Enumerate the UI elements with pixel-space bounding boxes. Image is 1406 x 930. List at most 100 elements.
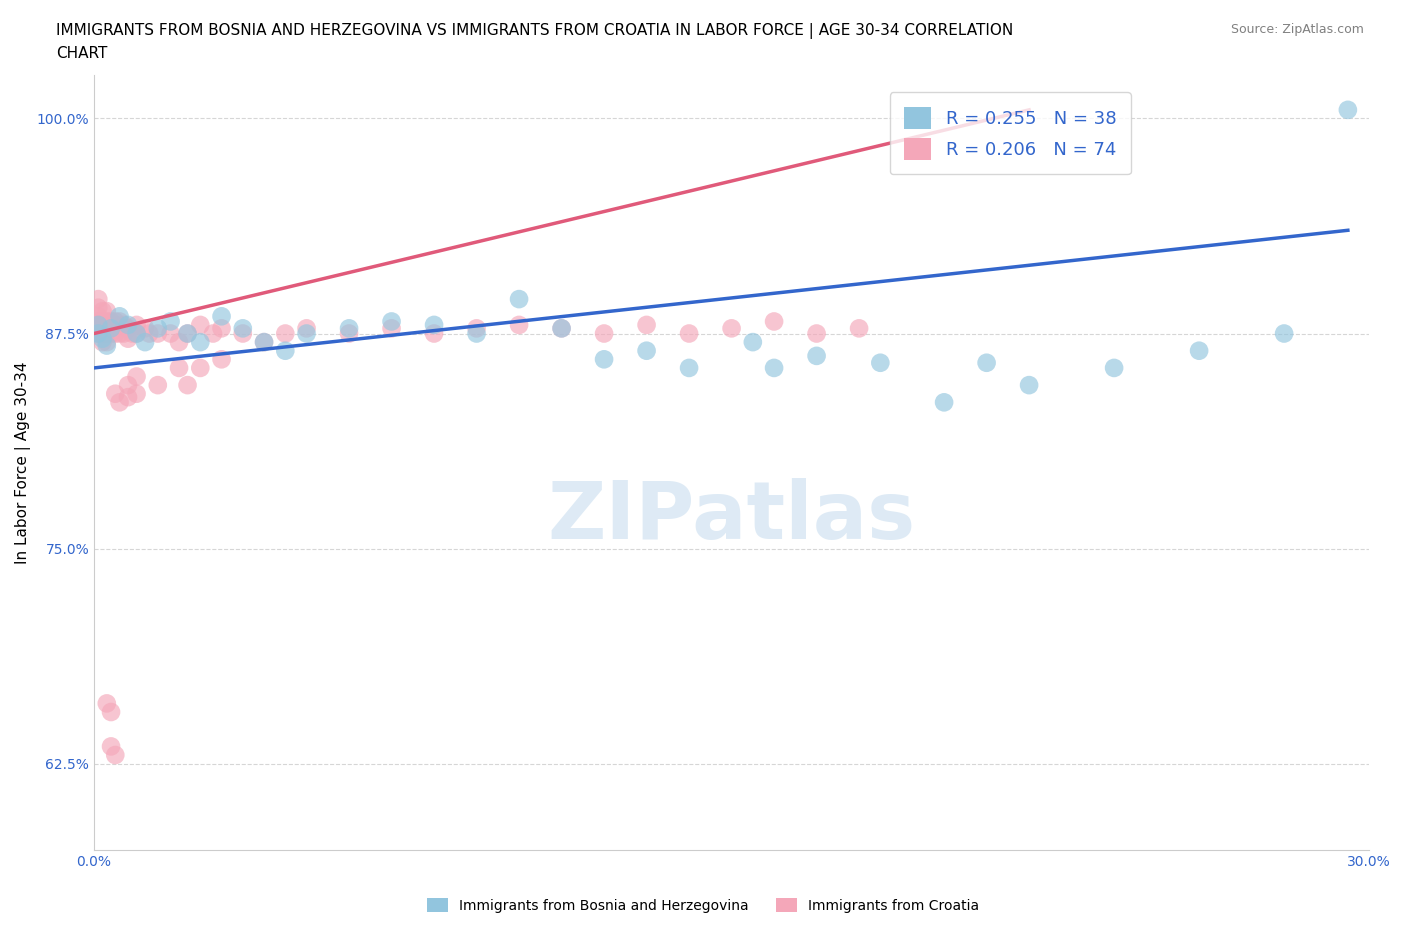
Point [125,386,148,401]
Point [146,321,169,336]
Point [593,352,616,366]
Point [636,343,658,358]
Point [91,326,114,341]
Point [117,317,139,332]
Point [87,317,110,332]
Point [932,395,955,410]
Point [188,361,211,376]
Point [465,326,488,341]
Point [134,335,156,350]
Point [125,369,148,384]
Point [188,335,211,350]
Point [159,326,181,341]
Point [508,317,530,332]
Point [96,326,118,341]
Point [112,317,135,332]
Point [146,378,169,392]
Point [380,321,402,336]
Point [763,361,786,376]
Point [100,321,122,336]
Point [806,326,828,341]
Point [678,361,700,376]
Point [848,321,870,336]
Point [176,326,198,341]
Point [274,343,297,358]
Point [1188,343,1211,358]
Legend: Immigrants from Bosnia and Herzegovina, Immigrants from Croatia: Immigrants from Bosnia and Herzegovina, … [422,893,984,919]
Point [121,326,143,341]
Point [337,326,360,341]
Point [91,331,114,346]
Point [508,292,530,307]
Point [117,331,139,346]
Point [423,326,446,341]
Point [1102,361,1125,376]
Point [87,292,110,307]
Point [1272,326,1295,341]
Point [636,317,658,332]
Point [108,326,131,341]
Text: Source: ZipAtlas.com: Source: ZipAtlas.com [1230,23,1364,36]
Point [423,317,446,332]
Point [167,361,190,376]
Point [176,378,198,392]
Point [211,321,233,336]
Point [112,326,135,341]
Point [104,317,127,332]
Point [117,390,139,405]
Point [232,321,254,336]
Point [869,355,891,370]
Point [134,321,156,336]
Point [108,395,131,410]
Point [104,314,127,329]
Point [87,317,110,332]
Point [720,321,742,336]
Point [125,326,148,341]
Point [741,335,763,350]
Point [96,321,118,336]
Legend: R = 0.255   N = 38, R = 0.206   N = 74: R = 0.255 N = 38, R = 0.206 N = 74 [890,92,1130,174]
Text: CHART: CHART [56,46,108,61]
Point [232,326,254,341]
Point [253,335,276,350]
Point [96,339,118,353]
Point [104,748,127,763]
Point [87,314,110,329]
Point [87,326,110,341]
Point [806,349,828,364]
Point [100,739,122,754]
Point [91,304,114,319]
Point [87,309,110,324]
Point [138,326,160,341]
Point [593,326,616,341]
Point [125,317,148,332]
Point [465,321,488,336]
Point [96,696,118,711]
Point [100,326,122,341]
Y-axis label: In Labor Force | Age 30-34: In Labor Force | Age 30-34 [15,361,31,564]
Point [96,335,118,350]
Point [125,326,148,341]
Point [763,314,786,329]
Point [91,321,114,336]
Point [96,304,118,319]
Point [100,705,122,720]
Point [337,321,360,336]
Point [188,317,211,332]
Point [146,326,169,341]
Point [550,321,572,336]
Point [96,314,118,329]
Point [211,352,233,366]
Point [678,326,700,341]
Point [253,335,276,350]
Point [159,314,181,329]
Point [87,326,110,341]
Point [104,326,127,341]
Point [211,309,233,324]
Point [1018,378,1040,392]
Point [295,321,318,336]
Point [100,321,122,336]
Point [976,355,998,370]
Point [108,309,131,324]
Point [100,314,122,329]
